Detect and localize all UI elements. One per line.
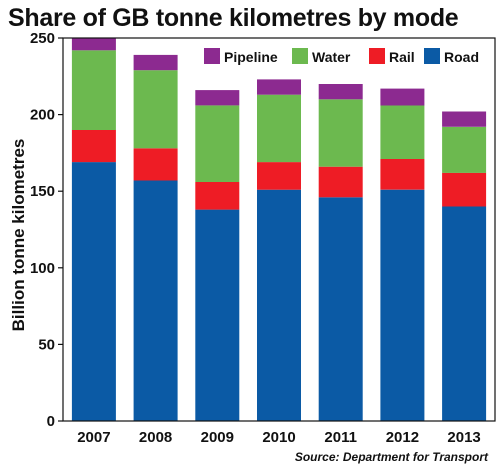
bar-pipeline-2013	[442, 111, 487, 127]
chart-title: Share of GB tonne kilometres by mode	[8, 4, 459, 32]
legend-label-rail: Rail	[389, 49, 415, 65]
bar-rail-2007	[71, 129, 116, 163]
bar-water-2013	[442, 126, 487, 173]
legend-swatch-water	[292, 48, 308, 64]
bars-layer	[71, 38, 487, 421]
legend-swatch-road	[424, 48, 440, 64]
axes-layer: 2007 2008 2009 2010 2011 2012 2013 0 50 100 150 200…	[30, 30, 496, 446]
bar-road-2013	[442, 206, 487, 421]
bar-road-2008	[133, 180, 178, 421]
bar-water-2009	[195, 105, 240, 182]
bar-rail-2009	[195, 182, 240, 210]
bar-pipeline-2012	[380, 88, 425, 106]
bar-pipeline-2011	[318, 84, 363, 100]
legend-swatch-rail	[369, 48, 385, 64]
legend-label-road: Road	[444, 49, 479, 65]
bar-rail-2010	[257, 162, 301, 190]
legend-label-water: Water	[312, 49, 351, 65]
legend: Pipeline Water Rail Road	[204, 48, 479, 65]
bar-water-2011	[318, 99, 363, 167]
y-tick-label: 250	[30, 30, 55, 47]
y-tick-label: 0	[47, 413, 55, 430]
bar-water-2012	[380, 105, 425, 159]
x-tick-label: 2007	[77, 429, 110, 446]
bar-rail-2008	[133, 148, 178, 181]
source-note: Source: Department for Transport	[294, 450, 488, 464]
bar-road-2010	[257, 189, 301, 421]
x-tick-label: 2011	[324, 429, 357, 446]
bar-pipeline-2007	[71, 38, 116, 51]
bar-road-2012	[380, 189, 425, 421]
bar-road-2007	[71, 162, 116, 421]
bar-pipeline-2010	[257, 79, 301, 95]
bar-water-2007	[71, 50, 116, 130]
plot-frame	[62, 37, 496, 422]
bar-rail-2012	[380, 159, 425, 190]
x-tick-label: 2012	[386, 429, 419, 446]
bar-rail-2013	[442, 172, 487, 207]
bar-water-2010	[257, 94, 301, 163]
y-tick-label: 50	[38, 336, 55, 353]
x-tick-label: 2009	[201, 429, 234, 446]
bar-road-2009	[195, 209, 240, 421]
bar-water-2008	[133, 70, 178, 149]
bar-rail-2011	[318, 166, 363, 198]
x-tick-label: 2010	[262, 429, 295, 446]
y-tick-label: 200	[30, 107, 55, 124]
legend-label-pipeline: Pipeline	[224, 49, 278, 65]
y-axis-label: Billion tonne kilometres	[9, 139, 28, 332]
bar-pipeline-2008	[133, 54, 178, 71]
bar-road-2011	[318, 197, 363, 421]
legend-swatch-pipeline	[204, 48, 220, 64]
x-tick-label: 2008	[139, 429, 172, 446]
y-tick-label: 150	[30, 183, 55, 200]
x-tick-label: 2013	[447, 429, 480, 446]
y-tick-label: 100	[30, 260, 55, 277]
bar-pipeline-2009	[195, 90, 240, 106]
